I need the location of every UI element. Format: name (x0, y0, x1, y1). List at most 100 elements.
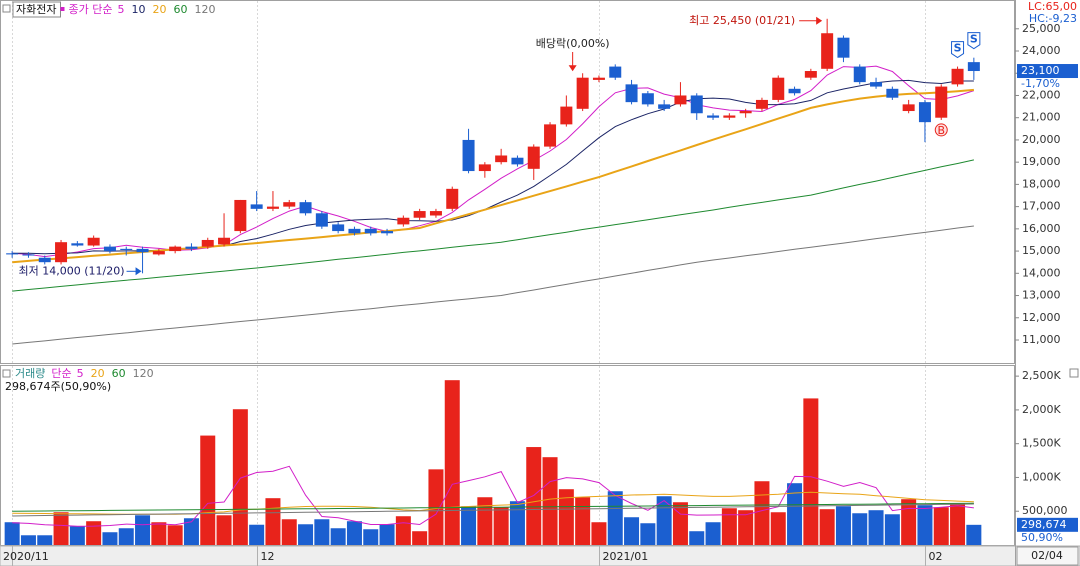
x-tick-label: 2020/11 (3, 550, 49, 563)
candle-body (6, 253, 19, 255)
candle-body (201, 239, 214, 247)
y-tick-label: 2,000K (1022, 403, 1061, 416)
candle-body (527, 146, 540, 169)
legend-entry: 120 (133, 367, 154, 380)
volume-bar (738, 510, 754, 545)
candle-body (55, 242, 68, 263)
volume-bar (4, 522, 20, 545)
panel-button[interactable] (1069, 368, 1079, 378)
volume-bar (265, 498, 281, 545)
candle-body (462, 139, 475, 172)
candle-body (136, 248, 149, 253)
y-tick-label: 18,000 (1022, 177, 1061, 190)
candle-body (234, 199, 247, 232)
volume-bar (770, 512, 786, 545)
buy-signal (934, 123, 948, 137)
volume-bar (167, 525, 183, 545)
candle-body (348, 228, 361, 234)
panel-checkbox[interactable] (2, 369, 11, 378)
panel-checkbox[interactable] (2, 4, 11, 13)
volume-bar (183, 518, 199, 545)
signal-label: S (970, 33, 978, 46)
candle-body (315, 213, 328, 227)
y-tick-label: 2,500K (1022, 369, 1061, 382)
volume-bar (868, 510, 884, 545)
time-axis (0, 545, 1080, 566)
candle-body (788, 88, 801, 94)
annotation-arrowhead (816, 16, 823, 25)
volume-bar (950, 503, 966, 545)
candle-body (821, 33, 834, 69)
dividend-label: 배당락(0,00%) (536, 37, 610, 50)
volume-bar (363, 529, 379, 545)
candle-body (446, 188, 459, 209)
y-tick-label: 13,000 (1022, 289, 1061, 302)
legend-entry: 120 (194, 3, 215, 16)
chart-title: 자화전자 (16, 3, 56, 16)
volume-bar (509, 501, 525, 545)
candle-body (918, 102, 931, 123)
volume-bar (37, 535, 53, 545)
volume-average-line (12, 465, 974, 527)
candle-body (185, 246, 198, 249)
annotation-arrowhead (568, 65, 577, 72)
volume-bar (917, 505, 933, 545)
moving-average-line (12, 225, 974, 345)
y-tick-label: 24,000 (1022, 44, 1061, 57)
x-tick-label: 2021/01 (603, 550, 649, 563)
candle-body (266, 206, 279, 209)
volume-average-line (12, 503, 974, 517)
last-volume-label: 298,674 (1021, 518, 1067, 531)
candle-body (674, 95, 687, 105)
signal-label: S (954, 42, 962, 55)
moving-average-line (12, 159, 975, 292)
volume-bar (656, 496, 672, 545)
y-tick-label: 11,000 (1022, 333, 1061, 346)
volume-bar (216, 515, 232, 545)
candle-body (886, 88, 899, 98)
candle-body (967, 62, 980, 72)
candle-body (22, 254, 35, 256)
volume-bar (298, 524, 314, 545)
y-tick-label: 21,000 (1022, 111, 1061, 124)
legend-entry: 60 (112, 367, 126, 380)
candle-body (511, 157, 524, 165)
volume-bar (787, 483, 803, 545)
volume-bar (835, 506, 851, 545)
volume-summary: 298,674주(50,90%) (5, 380, 111, 393)
candle-body (87, 237, 100, 246)
volume-bar (526, 447, 542, 545)
volume-bar (558, 489, 574, 545)
x-tick-label: 12 (261, 550, 275, 563)
volume-bar (819, 509, 835, 545)
annotation-arrowhead (135, 267, 142, 276)
candle-body (951, 68, 964, 85)
candle-body (397, 217, 410, 225)
volume-bar (689, 531, 705, 545)
volume-bar (379, 524, 395, 545)
volume-bar (591, 522, 607, 545)
legend-entry: 20 (152, 3, 166, 16)
y-tick-label: 25,000 (1022, 22, 1061, 35)
volume-bar (640, 523, 656, 545)
volume-bar (852, 513, 868, 545)
volume-bar (672, 502, 688, 545)
candle-body (804, 71, 817, 78)
x-tick-label: 02 (929, 550, 943, 563)
volume-bar (20, 535, 36, 545)
legend-swatch (60, 7, 65, 11)
volume-bar (118, 528, 134, 545)
legend-entry: 5 (77, 367, 84, 380)
y-tick-label: 19,000 (1022, 155, 1061, 168)
legend-title: 단순 (51, 367, 71, 380)
lc-label: LC:65,00 (1028, 0, 1077, 13)
candle-body (544, 124, 557, 147)
candle-body (641, 93, 654, 105)
volume-bar (607, 491, 623, 545)
volume-bar (901, 499, 917, 545)
volume-bar (624, 517, 640, 545)
change-label: -1,70% (1021, 77, 1060, 90)
candle-body (71, 243, 84, 246)
candle-body (381, 231, 394, 234)
last-price-label: 23,100 (1021, 64, 1060, 77)
